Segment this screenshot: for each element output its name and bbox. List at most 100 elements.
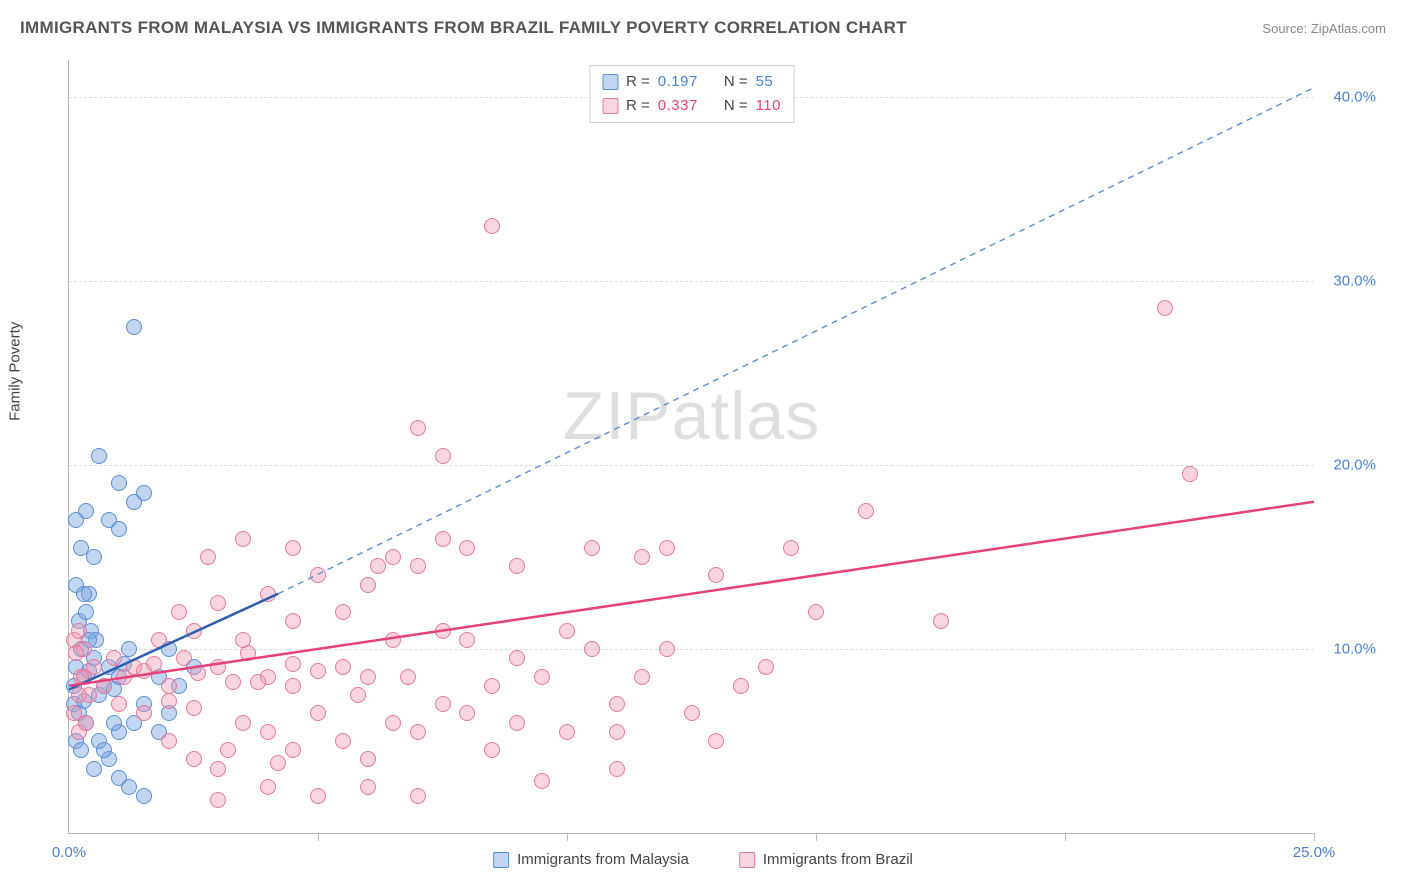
data-point	[400, 669, 416, 685]
data-point	[808, 604, 824, 620]
data-point	[410, 788, 426, 804]
data-point	[71, 623, 87, 639]
r-value: 0.337	[658, 94, 698, 118]
data-point	[783, 540, 799, 556]
data-point	[285, 656, 301, 672]
x-tick	[318, 833, 319, 841]
data-point	[73, 742, 89, 758]
data-point	[310, 705, 326, 721]
legend-row-brazil: R = 0.337 N = 110	[602, 94, 781, 118]
data-point	[659, 540, 675, 556]
correlation-legend: R = 0.197 N = 55 R = 0.337 N = 110	[589, 65, 794, 123]
data-point	[111, 475, 127, 491]
data-point	[260, 779, 276, 795]
data-point	[285, 613, 301, 629]
data-point	[385, 549, 401, 565]
data-point	[210, 659, 226, 675]
data-point	[360, 779, 376, 795]
data-point	[310, 788, 326, 804]
n-value: 55	[756, 70, 774, 94]
data-point	[210, 761, 226, 777]
data-point	[335, 659, 351, 675]
data-point	[609, 761, 625, 777]
data-point	[151, 632, 167, 648]
data-point	[858, 503, 874, 519]
swatch-icon	[602, 98, 618, 114]
data-point	[78, 715, 94, 731]
data-point	[96, 678, 112, 694]
data-point	[106, 650, 122, 666]
data-point	[335, 604, 351, 620]
data-point	[509, 715, 525, 731]
data-point	[235, 531, 251, 547]
data-point	[136, 485, 152, 501]
data-point	[559, 724, 575, 740]
data-point	[220, 742, 236, 758]
y-axis-label: Family Poverty	[7, 322, 24, 421]
data-point	[609, 724, 625, 740]
data-point	[106, 715, 122, 731]
data-point	[190, 665, 206, 681]
data-point	[559, 623, 575, 639]
data-point	[385, 715, 401, 731]
swatch-icon	[739, 852, 755, 868]
data-point	[186, 700, 202, 716]
data-point	[76, 586, 92, 602]
data-point	[235, 715, 251, 731]
data-point	[410, 558, 426, 574]
data-point	[708, 733, 724, 749]
data-point	[186, 751, 202, 767]
data-point	[634, 669, 650, 685]
y-tick-label: 40.0%	[1333, 88, 1376, 105]
data-point	[171, 604, 187, 620]
data-point	[73, 540, 89, 556]
data-point	[96, 742, 112, 758]
r-value: 0.197	[658, 70, 698, 94]
data-point	[210, 792, 226, 808]
data-point	[285, 678, 301, 694]
plot-area: ZIPatlas R = 0.197 N = 55 R = 0.337 N = …	[68, 60, 1314, 834]
data-point	[534, 773, 550, 789]
gridline	[69, 281, 1314, 282]
source-label: Source: ZipAtlas.com	[1262, 21, 1386, 36]
x-start-label: 0.0%	[52, 844, 86, 861]
data-point	[509, 558, 525, 574]
data-point	[136, 788, 152, 804]
data-point	[484, 742, 500, 758]
data-point	[121, 779, 137, 795]
legend-item-malaysia: Immigrants from Malaysia	[493, 851, 689, 868]
data-point	[186, 623, 202, 639]
data-point	[584, 540, 600, 556]
data-point	[260, 586, 276, 602]
data-point	[310, 663, 326, 679]
data-point	[1157, 300, 1173, 316]
data-point	[68, 512, 84, 528]
data-point	[200, 549, 216, 565]
header: IMMIGRANTS FROM MALAYSIA VS IMMIGRANTS F…	[20, 18, 1386, 38]
data-point	[459, 705, 475, 721]
data-point	[285, 540, 301, 556]
data-point	[126, 319, 142, 335]
legend-item-brazil: Immigrants from Brazil	[739, 851, 913, 868]
y-tick-label: 20.0%	[1333, 456, 1376, 473]
data-point	[435, 623, 451, 639]
data-point	[78, 604, 94, 620]
data-point	[68, 645, 84, 661]
data-point	[758, 659, 774, 675]
data-point	[435, 696, 451, 712]
data-point	[86, 761, 102, 777]
data-point	[708, 567, 724, 583]
data-point	[161, 678, 177, 694]
data-point	[360, 751, 376, 767]
data-point	[484, 218, 500, 234]
chart-container: Family Poverty ZIPatlas R = 0.197 N = 55…	[20, 50, 1386, 874]
data-point	[161, 693, 177, 709]
data-point	[210, 595, 226, 611]
data-point	[459, 632, 475, 648]
data-point	[225, 674, 241, 690]
data-point	[1182, 466, 1198, 482]
data-point	[385, 632, 401, 648]
data-point	[250, 674, 266, 690]
data-point	[360, 669, 376, 685]
source-name: ZipAtlas.com	[1311, 21, 1386, 36]
